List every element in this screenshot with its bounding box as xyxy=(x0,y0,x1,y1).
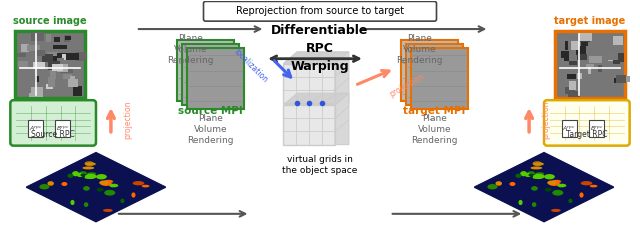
Bar xyxy=(68,79,78,87)
Text: $A^{rpc}$: $A^{rpc}$ xyxy=(563,124,576,133)
Ellipse shape xyxy=(544,174,555,179)
Text: virtual grids in
the object space: virtual grids in the object space xyxy=(282,154,358,175)
Bar xyxy=(609,58,615,61)
Bar xyxy=(66,53,79,60)
Text: Plane
Volume
Rendering: Plane Volume Rendering xyxy=(167,34,214,65)
Bar xyxy=(53,45,67,49)
Bar xyxy=(283,105,335,145)
Bar xyxy=(613,61,620,64)
Bar xyxy=(568,89,575,95)
Ellipse shape xyxy=(84,161,93,166)
FancyBboxPatch shape xyxy=(589,120,604,137)
Text: $B^{rpc}$: $B^{rpc}$ xyxy=(56,124,70,133)
Polygon shape xyxy=(283,93,349,105)
FancyBboxPatch shape xyxy=(187,48,244,109)
Bar xyxy=(568,38,577,45)
Ellipse shape xyxy=(77,173,84,177)
Ellipse shape xyxy=(109,184,118,187)
Bar xyxy=(76,52,86,61)
Bar xyxy=(33,62,45,69)
Ellipse shape xyxy=(527,171,535,175)
Ellipse shape xyxy=(520,171,527,176)
Ellipse shape xyxy=(104,190,115,196)
Bar xyxy=(46,84,52,89)
Bar xyxy=(35,76,39,82)
Bar xyxy=(47,77,55,87)
Ellipse shape xyxy=(531,166,542,169)
FancyBboxPatch shape xyxy=(55,120,70,137)
Ellipse shape xyxy=(509,182,515,186)
Ellipse shape xyxy=(551,209,561,212)
Ellipse shape xyxy=(39,184,49,189)
Ellipse shape xyxy=(97,188,104,192)
Bar xyxy=(559,58,564,62)
Bar xyxy=(65,36,70,40)
Bar xyxy=(611,75,619,83)
Ellipse shape xyxy=(132,181,144,185)
Ellipse shape xyxy=(515,174,522,178)
Bar xyxy=(579,33,591,41)
Ellipse shape xyxy=(533,162,543,166)
Ellipse shape xyxy=(531,186,538,191)
Ellipse shape xyxy=(99,181,108,185)
Bar xyxy=(57,64,68,72)
FancyBboxPatch shape xyxy=(10,100,96,146)
Ellipse shape xyxy=(552,190,563,196)
Bar xyxy=(52,65,63,71)
Polygon shape xyxy=(335,52,349,103)
Polygon shape xyxy=(474,153,614,222)
FancyBboxPatch shape xyxy=(401,40,458,101)
Ellipse shape xyxy=(533,174,545,179)
Ellipse shape xyxy=(488,184,497,189)
Bar xyxy=(31,32,44,41)
Bar xyxy=(63,74,72,79)
Bar xyxy=(62,54,70,58)
Text: Source RPC: Source RPC xyxy=(31,130,75,139)
Text: Plane
Volume
Rendering: Plane Volume Rendering xyxy=(188,114,234,145)
Ellipse shape xyxy=(548,181,560,186)
Bar xyxy=(42,54,53,62)
Ellipse shape xyxy=(589,185,598,187)
Bar xyxy=(49,70,56,79)
Bar xyxy=(577,54,588,60)
Bar xyxy=(570,81,576,90)
Bar xyxy=(568,89,580,97)
Ellipse shape xyxy=(47,181,54,186)
Bar xyxy=(37,51,45,56)
Text: target MPI: target MPI xyxy=(403,106,466,116)
Bar xyxy=(27,45,40,51)
Ellipse shape xyxy=(83,186,90,191)
Text: projection: projection xyxy=(541,101,550,139)
Ellipse shape xyxy=(81,174,86,177)
FancyBboxPatch shape xyxy=(177,40,234,101)
Bar xyxy=(48,61,60,70)
Ellipse shape xyxy=(532,161,542,166)
Ellipse shape xyxy=(120,199,124,203)
Ellipse shape xyxy=(96,174,107,179)
Bar xyxy=(586,64,594,67)
Ellipse shape xyxy=(79,171,87,175)
Text: Differentiable
RPC
Warping: Differentiable RPC Warping xyxy=(271,24,369,73)
FancyBboxPatch shape xyxy=(562,120,577,137)
Ellipse shape xyxy=(85,174,97,179)
Ellipse shape xyxy=(552,180,561,183)
Text: $B^{rpc}$: $B^{rpc}$ xyxy=(589,124,603,133)
Bar xyxy=(283,105,335,145)
Bar xyxy=(18,61,28,67)
Bar xyxy=(568,55,572,64)
Bar xyxy=(589,56,602,63)
Bar xyxy=(557,36,570,41)
Bar xyxy=(576,46,586,55)
Text: Plane
Volume
Rendering: Plane Volume Rendering xyxy=(412,114,458,145)
Bar xyxy=(588,64,591,74)
Bar xyxy=(54,37,60,42)
Ellipse shape xyxy=(568,199,573,203)
Bar xyxy=(616,75,626,83)
Ellipse shape xyxy=(495,181,502,186)
Bar xyxy=(564,41,568,51)
Ellipse shape xyxy=(537,163,544,165)
Text: $A^{rpc}$: $A^{rpc}$ xyxy=(29,124,43,133)
Ellipse shape xyxy=(535,172,544,175)
Text: source image: source image xyxy=(13,16,87,26)
